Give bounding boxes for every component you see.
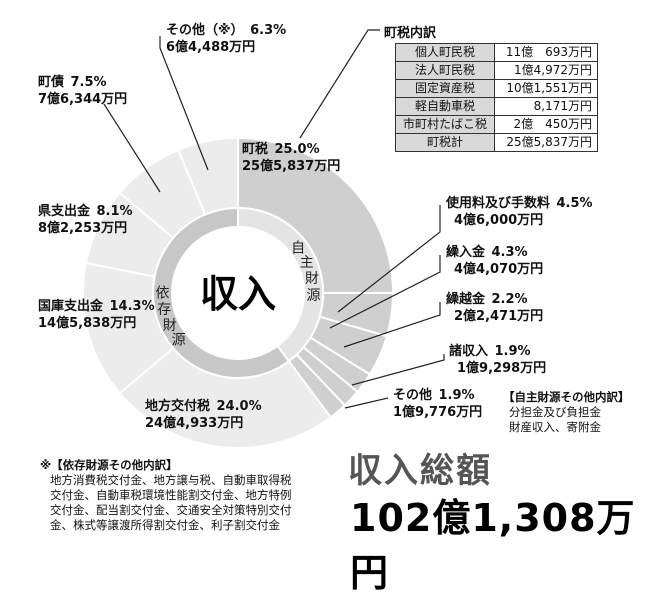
tax-row-name: 法人町民税 <box>395 61 495 80</box>
group-ring-label-char: 自 <box>291 240 305 256</box>
leader-line <box>329 255 441 329</box>
tax-row-name: 固定資産税 <box>395 79 495 98</box>
jishu-other-note: 【自主財源その他内訳】 分担金及び負担金 財産収入、寄附金 <box>503 390 630 434</box>
tax-row-amount: 8,171万円 <box>494 97 598 116</box>
slice-label-chosai: 町債 7.5% 7億6,344万円 <box>38 75 128 107</box>
revenue-chart-page: 自主財源依存財源 収入 町税 25.0% 25億5,837万円 使用料及び手数料… <box>38 23 635 595</box>
tax-row-name: 軽自動車税 <box>395 97 495 116</box>
izon-other-note: ※【依存財源その他内訳】 地方消費税交付金、地方譲与税、自動車取得税 交付金、自… <box>40 458 292 532</box>
leader-line <box>103 103 161 193</box>
tax-row-amount: 10億1,551万円 <box>494 79 598 98</box>
slice-label-izon-other: その他（※） 6.3% 6億4,488万円 <box>166 23 287 55</box>
tax-table-title: 町税内訳 <box>384 26 437 41</box>
slice-label-jishu-other: その他 1.9% 1億9,776万円 <box>393 388 483 420</box>
group-ring-label-char: 源 <box>306 288 320 304</box>
slice-label-kenshishutsu: 県支出金 8.1% 8億2,253万円 <box>38 204 133 236</box>
tax-breakdown-table: 個人町民税 11億 693万円 法人町民税 1億4,972万円 固定資産税 10億1,55… <box>395 43 598 152</box>
group-ring-label-char: 財 <box>305 271 319 287</box>
tax-row-amount: 1億4,972万円 <box>494 61 598 80</box>
slice-label-kuriire: 繰入金 4.3% 4億4,070万円 <box>446 245 544 277</box>
group-ring-label-char: 源 <box>172 333 186 349</box>
leader-line <box>337 205 441 313</box>
group-ring-label-char: 依 <box>156 285 170 301</box>
group-ring-label-char: 存 <box>157 302 171 318</box>
tax-row: 軽自動車税 8,171万円 <box>395 97 598 116</box>
leader-line <box>351 354 445 386</box>
leader-line <box>299 29 380 139</box>
total-amount: 102億1,308万円 <box>350 496 636 595</box>
leader-line <box>343 302 441 348</box>
tax-row-name: 町税計 <box>395 133 495 152</box>
center-disc <box>172 227 304 359</box>
leader-line <box>344 397 389 409</box>
tax-row: 町税計 25億5,837万円 <box>395 133 598 152</box>
tax-row-amount: 25億5,837万円 <box>494 133 598 152</box>
slice-label-choze: 町税 25.0% 25億5,837万円 <box>242 142 341 174</box>
group-ring-label-char: 主 <box>300 255 314 271</box>
slice-label-fees: 使用料及び手数料 4.5% 4億6,000万円 <box>446 196 593 228</box>
center-label: 収入 <box>200 272 276 316</box>
group-ring-label-char: 財 <box>163 318 177 334</box>
tax-row: 法人町民税 1億4,972万円 <box>395 61 598 80</box>
slice-label-kurikoshi: 繰越金 2.2% 2億2,471万円 <box>446 292 544 324</box>
slice-label-kokko: 国庫支出金 14.3% 14億5,838万円 <box>38 299 155 331</box>
tax-row-amount: 2億 450万円 <box>494 115 598 134</box>
tax-row: 固定資産税 10億1,551万円 <box>395 79 598 98</box>
total-title: 収入総額 <box>348 451 492 491</box>
tax-row-amount: 11億 693万円 <box>494 43 598 62</box>
tax-row: 市町村たばこ税 2億 450万円 <box>395 115 598 134</box>
slice-label-kofuzei: 地方交付税 24.0% 24億4,933万円 <box>145 399 262 431</box>
leader-line <box>159 36 209 171</box>
tax-row-name: 個人町民税 <box>395 43 495 62</box>
tax-row-name: 市町村たばこ税 <box>395 115 495 134</box>
tax-row: 個人町民税 11億 693万円 <box>395 43 598 62</box>
slice-label-shoshunyu: 諸収入 1.9% 1億9,298万円 <box>449 344 547 376</box>
